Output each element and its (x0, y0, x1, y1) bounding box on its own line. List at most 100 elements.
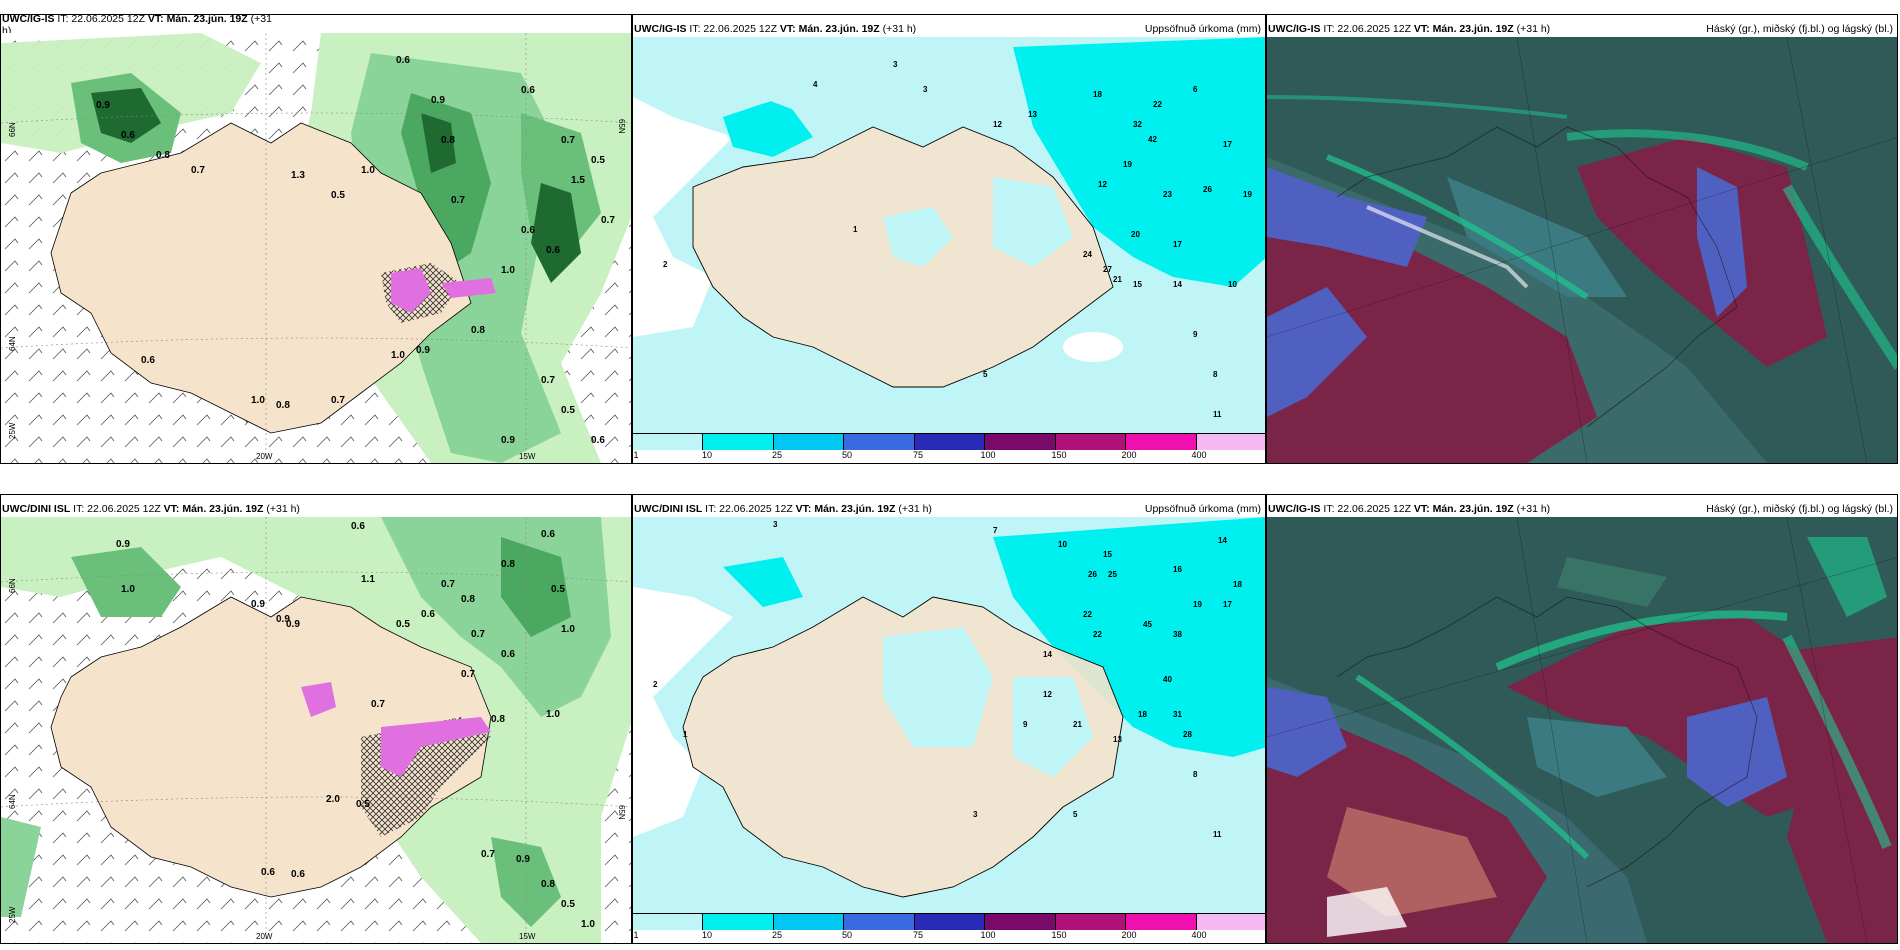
precip-value: 0.8 (471, 325, 485, 336)
panel-title: UWC/IG-IS IT: 22.06.2025 12Z VT: Mán. 23… (1267, 21, 1551, 37)
precip-value: 0.5 (356, 799, 370, 810)
colorbar-segment (703, 914, 774, 930)
panel-bottom-mid: UWC/DINI ISL IT: 22.06.2025 12Z VT: Mán.… (632, 494, 1266, 944)
colorbar-labels: 1 10 25 50 75 100 150 200 400 (633, 930, 1265, 942)
lon-label: 15W (519, 452, 536, 461)
lat-label: 64N (8, 336, 17, 351)
precip-value: 14 (1173, 280, 1182, 289)
precip-value: 0.9 (431, 95, 445, 106)
panel-top-left: UWC/IG-IS IT: 22.06.2025 12Z VT: Mán. 23… (0, 14, 632, 464)
precip-value: 10 (1058, 540, 1067, 549)
colorbar-label: 10 (701, 450, 713, 460)
precip-value: 3 (923, 85, 928, 94)
precip-value: 0.6 (351, 521, 365, 532)
precip-value: 18 (1138, 710, 1147, 719)
panel-right-title: Háský (gr.), miðský (fj.bl.) og lágský (… (1706, 23, 1893, 35)
colorbar-segment (633, 434, 704, 450)
colorbar-label: 75 (912, 450, 924, 460)
panel-title: UWC/DINI ISL IT: 22.06.2025 12Z VT: Mán.… (1, 501, 300, 517)
panel-right-title: Uppsöfnuð úrkoma (mm) (1144, 23, 1261, 35)
colorbar-label: 50 (841, 450, 853, 460)
precip-value: 25 (1108, 570, 1117, 579)
colorbar-label: 150 (1051, 450, 1067, 460)
precip-value: 0.7 (191, 165, 205, 176)
precip-value: 1.0 (361, 165, 375, 176)
lon-label: 25W (8, 422, 17, 439)
precip-value: 0.5 (591, 155, 605, 166)
precip-value: 19 (1123, 160, 1132, 169)
precip-value: 1.0 (251, 395, 265, 406)
colorbar-label: 100 (980, 930, 996, 940)
precip-value: 0.7 (541, 375, 555, 386)
precip-value: 22 (1093, 630, 1102, 639)
colorbar-label: 25 (771, 450, 783, 460)
colorbar-segment (914, 914, 986, 930)
lon-label: 20W (256, 932, 273, 941)
precip-value: 12 (993, 120, 1002, 129)
precip-value: 0.9 (286, 619, 300, 630)
colorbar-labels: 1 10 25 50 75 100 150 200 400 (633, 450, 1265, 462)
precip-value: 18 (1233, 580, 1242, 589)
precip-value: 24 (1083, 250, 1092, 259)
precip-value: 0.7 (601, 215, 615, 226)
precip-value: 0.6 (421, 609, 435, 620)
precip-value: 11 (1213, 830, 1222, 839)
precip-value: 16 (1173, 565, 1182, 574)
colorbar-segment (844, 914, 915, 930)
colorbar-label: 200 (1121, 450, 1137, 460)
precip-value: 27 (1103, 265, 1112, 274)
lat-label: 65N (617, 119, 626, 134)
precip-value: 5 (1073, 810, 1078, 819)
precip-value: 1.0 (581, 919, 595, 930)
precip-value: 18 (1093, 90, 1102, 99)
panel-bottom-left: UWC/DINI ISL IT: 22.06.2025 12Z VT: Mán.… (0, 494, 632, 944)
colorbar-segment (985, 914, 1056, 930)
colorbar-segment (703, 434, 774, 450)
precip-value: 3 (773, 520, 778, 529)
precip-value: 9 (1193, 330, 1198, 339)
precip-value: 8 (1213, 370, 1218, 379)
precip-value: 4 (813, 80, 818, 89)
colorbar-segment (1196, 434, 1265, 450)
precip-wind-map: 0.9 0.6 0.8 0.7 1.3 0.5 1.0 0.6 0.9 0.8 … (1, 33, 631, 463)
precip-value: 0.8 (541, 879, 555, 890)
cloud-cover-map (1267, 37, 1897, 463)
precip-value: 17 (1223, 600, 1232, 609)
colorbar-segment (1126, 914, 1197, 930)
precip-value: 0.9 (251, 599, 265, 610)
precip-value: 0.5 (561, 405, 575, 416)
precip-value: 21 (1113, 275, 1122, 284)
precip-value: 19 (1243, 190, 1252, 199)
precip-value: 0.9 (501, 435, 515, 446)
accum-precip-map: 3 7 10 15 14 16 17 18 26 25 22 45 38 40 … (633, 517, 1265, 917)
precip-value: 1.0 (391, 350, 405, 361)
precip-value: 0.5 (396, 619, 410, 630)
precip-value: 21 (1073, 720, 1082, 729)
precip-value: 3 (893, 60, 898, 69)
precip-value: 0.6 (546, 245, 560, 256)
precip-value: 20 (1131, 230, 1140, 239)
precip-value: 15 (1133, 280, 1142, 289)
colorbar-segment (633, 914, 704, 930)
colorbar-label: 400 (1191, 930, 1207, 940)
colorbar-label: 400 (1191, 450, 1207, 460)
colorbar (633, 433, 1265, 450)
precip-value: 17 (1173, 240, 1182, 249)
lat-label: 66N (8, 122, 17, 137)
precip-value: 2 (663, 260, 668, 269)
precip-value: 0.6 (261, 867, 275, 878)
precip-value: 0.9 (116, 539, 130, 550)
precip-value: 11 (1213, 410, 1222, 419)
precip-value: 31 (1173, 710, 1182, 719)
precip-value: 38 (1173, 630, 1182, 639)
precip-value: 0.7 (441, 579, 455, 590)
precip-value: 1.0 (501, 265, 515, 276)
precip-value: 7 (993, 526, 998, 535)
precip-value: 42 (1148, 135, 1157, 144)
colorbar (633, 913, 1265, 930)
colorbar-label: 150 (1051, 930, 1067, 940)
precip-value: 0.7 (481, 849, 495, 860)
colorbar-segment (914, 434, 986, 450)
precip-value: 22 (1153, 100, 1162, 109)
precip-value: 0.8 (276, 400, 290, 411)
